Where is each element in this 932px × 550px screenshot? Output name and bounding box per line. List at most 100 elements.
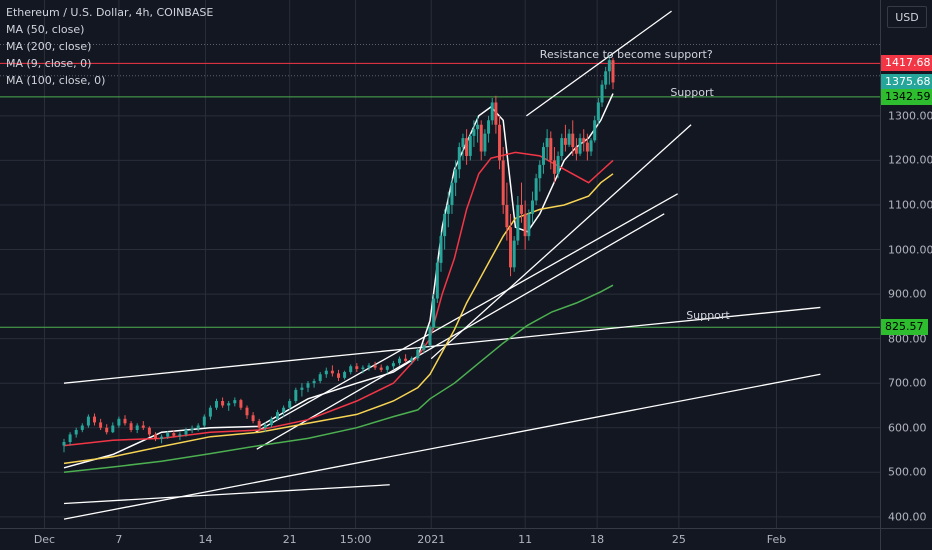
candle-body <box>476 124 480 130</box>
x-tick-label: 21 <box>282 533 297 546</box>
legend-ma-9[interactable]: MA (9, close, 0) <box>6 57 92 70</box>
chart-annotation[interactable]: Resistance to become support? <box>539 47 713 61</box>
currency-button[interactable]: USD <box>887 6 927 28</box>
candle-body <box>589 140 593 152</box>
candle-body <box>567 133 571 145</box>
candle-body <box>184 429 188 435</box>
candle-body <box>435 262 439 299</box>
candle-body <box>468 135 472 156</box>
candle-body <box>196 425 200 429</box>
candle-body <box>257 421 261 428</box>
trendline <box>63 373 821 520</box>
candle-body <box>428 327 432 346</box>
candle-body <box>62 442 66 446</box>
candle-body <box>593 120 597 141</box>
y-tick-label: 700.00 <box>888 376 927 390</box>
candle-body <box>439 236 443 263</box>
candle-body <box>288 401 292 408</box>
candle-body <box>509 227 513 268</box>
candle-body <box>483 133 487 152</box>
legend-ma-100[interactable]: MA (100, close, 0) <box>6 74 106 87</box>
candle-body <box>501 160 505 205</box>
candle-body <box>520 204 523 214</box>
trendline <box>525 10 672 117</box>
candle-body <box>379 367 383 370</box>
price-label: 1417.68 <box>881 55 932 72</box>
candle-body <box>479 124 483 152</box>
candle-body <box>512 240 516 268</box>
candle-body <box>604 71 608 85</box>
candle-body <box>596 102 600 121</box>
candle-body <box>556 155 560 174</box>
moving-average-line <box>63 151 614 447</box>
candle-body <box>135 425 139 430</box>
x-tick-label: 15:00 <box>339 533 372 546</box>
candle-body <box>251 415 255 422</box>
candle-body <box>404 358 408 361</box>
candle-body <box>245 407 249 416</box>
candle-body <box>538 164 542 179</box>
candle-body <box>361 367 365 369</box>
x-tick-label: 14 <box>198 533 213 546</box>
candle-body <box>282 407 286 413</box>
candle-body <box>117 418 121 426</box>
price-label: 825.57 <box>881 319 928 336</box>
candle-body <box>269 418 273 426</box>
candle-body <box>312 380 316 384</box>
candle-body <box>74 429 78 435</box>
candle-body <box>355 366 359 369</box>
candle-body <box>571 133 575 148</box>
candle-body <box>391 363 395 367</box>
candle-body <box>141 425 145 428</box>
trendline <box>63 306 821 384</box>
candle-body <box>337 373 340 378</box>
x-tick-label: 25 <box>671 533 686 546</box>
price-label: 1342.59 <box>881 88 932 105</box>
candle-body <box>330 370 334 374</box>
chart-annotation[interactable]: Support <box>670 86 714 100</box>
candle-body <box>190 428 194 430</box>
y-tick-label: 600.00 <box>888 421 927 435</box>
y-tick-label: 800.00 <box>888 332 927 346</box>
candle-body <box>221 401 225 406</box>
candle-body <box>324 370 328 375</box>
moving-average-line <box>63 173 614 465</box>
candle-body <box>541 147 545 165</box>
candle-body <box>450 182 454 205</box>
candle-body <box>68 434 72 443</box>
x-tick-label: 7 <box>115 533 123 546</box>
candle-body <box>582 138 586 143</box>
candle-body <box>123 418 127 424</box>
candle-body <box>233 400 237 404</box>
y-tick-label: 1300.00 <box>888 109 932 123</box>
trendline <box>63 484 390 505</box>
trendline <box>255 193 678 433</box>
candle-body <box>239 400 243 408</box>
candle-body <box>578 138 582 154</box>
candle-body <box>300 387 304 390</box>
candle-body <box>99 422 103 428</box>
candle-body <box>560 138 564 156</box>
trendline <box>430 124 692 360</box>
legend-ma-200[interactable]: MA (200, close) <box>6 40 92 53</box>
chart-annotation[interactable]: Support <box>686 309 730 323</box>
legend-ma-50[interactable]: MA (50, close) <box>6 23 85 36</box>
candle-body <box>465 138 469 156</box>
candle-body <box>154 434 157 439</box>
x-tick-label: 18 <box>590 533 605 546</box>
candle-body <box>215 401 218 408</box>
candle-body <box>410 358 414 361</box>
candle-body <box>208 407 212 417</box>
candle-body <box>367 365 371 368</box>
candle-body <box>93 416 96 423</box>
moving-average-line <box>63 284 614 474</box>
candle-body <box>545 138 549 148</box>
candle-body <box>549 138 553 161</box>
x-tick-label: Dec <box>33 533 56 546</box>
x-tick-label: 11 <box>518 533 533 546</box>
y-tick-label: 500.00 <box>888 465 927 479</box>
candle-body <box>422 345 426 350</box>
